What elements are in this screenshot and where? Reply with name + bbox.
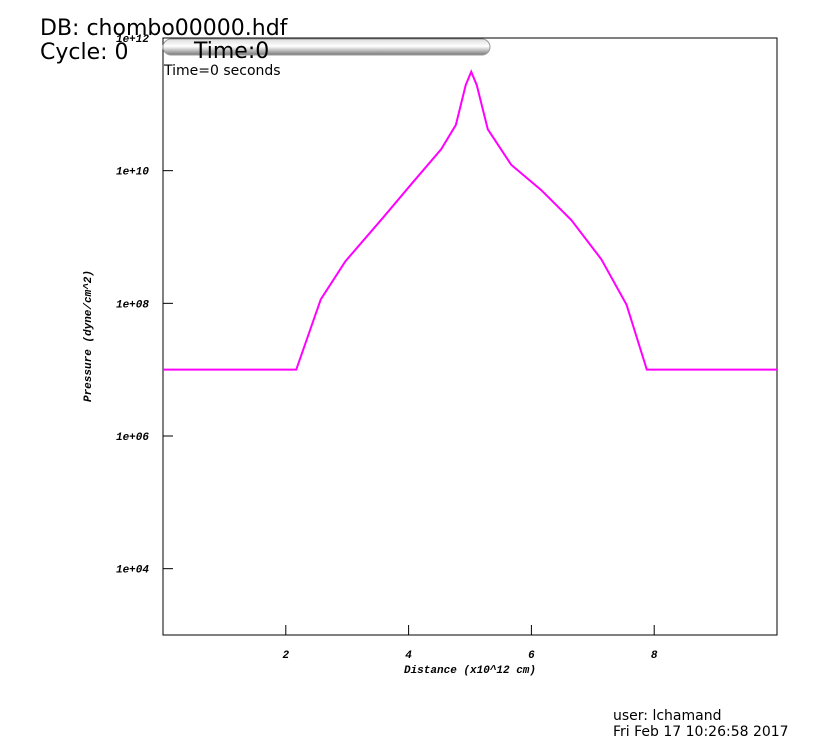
x-tick-label: 2 <box>282 650 289 662</box>
y-axis-title: Pressure (dyne/cm^2) <box>83 270 95 402</box>
x-tick-label: 4 <box>405 650 412 662</box>
database-label: DB: chombo00000.hdf <box>40 16 289 41</box>
plot-frame <box>162 37 778 636</box>
date-label: Fri Feb 17 10:26:58 2017 <box>613 724 789 740</box>
cycle-label: Cycle: 0 <box>40 40 129 65</box>
time-slider-label: Time:0 <box>193 39 269 64</box>
y-tick-label: 1e+12 <box>116 34 149 46</box>
y-tick-label: 1e+08 <box>116 299 149 311</box>
user-label: user: lchamand <box>613 708 721 724</box>
line <box>163 69 777 371</box>
y-tick-label: 1e+04 <box>116 565 149 577</box>
time-slider <box>162 38 491 56</box>
x-tick-label: 6 <box>528 650 535 662</box>
y-tick-label: 1e+10 <box>116 167 149 179</box>
x-axis-title: Distance (x10^12 cm) <box>404 665 536 677</box>
y-tick-label: 1e+06 <box>116 432 149 444</box>
subtitle: Time=0 seconds <box>163 63 281 79</box>
x-tick-label: 8 <box>651 650 658 662</box>
